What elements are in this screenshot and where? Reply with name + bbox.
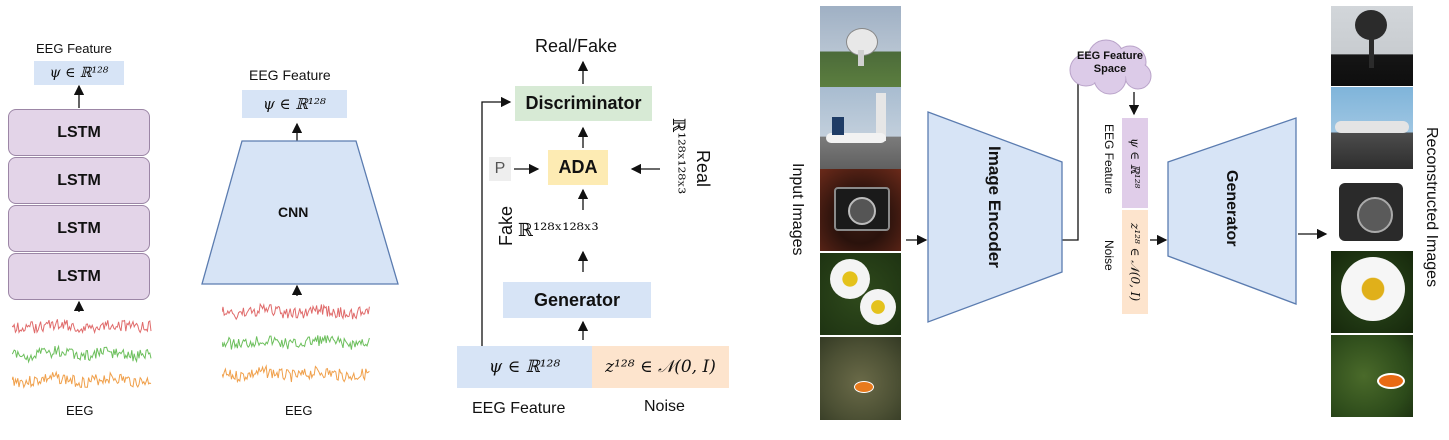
reconstructed-image-daisy: [1331, 251, 1413, 333]
gan-eeg-feature-label: EEG Feature: [472, 400, 566, 417]
cnn-eeg-feature-label: EEG Feature: [249, 67, 331, 83]
recon-feature-vector: ψ ∈ ℝ¹²⁸: [1122, 118, 1148, 208]
reconstructed-image-camera: [1331, 169, 1413, 251]
p-box: P: [489, 157, 511, 181]
input-image-telescope: [820, 6, 901, 88]
ada-box: ADA: [548, 150, 608, 185]
lstm-layer-4: LSTM: [8, 253, 150, 300]
lstm-layer-1: LSTM: [8, 109, 150, 156]
cnn-eeg-input-label: EEG: [285, 403, 313, 418]
real-space-formula: ℝ¹²⁸ˣ¹²⁸ˣ³: [668, 118, 688, 195]
eeg-feature-space-cloud: [1069, 39, 1152, 95]
cnn-eeg-signal: [222, 302, 370, 384]
recon-generator-shape: [1167, 117, 1297, 305]
gan-noise-vector: z¹²⁸ ∈ 𝒩(0, I): [592, 346, 729, 388]
real-label: Real: [693, 150, 713, 188]
lstm-layer-2: LSTM: [8, 157, 150, 204]
lstm-eeg-input-label: EEG: [66, 403, 94, 418]
cnn-label: CNN: [278, 204, 309, 220]
input-image-airplane: [820, 87, 901, 169]
cnn-encoder-shape: [201, 140, 399, 285]
recon-eeg-feature-label: EEG Feature: [1102, 124, 1116, 195]
recon-noise-vector: z¹²⁸ ∈ 𝒩(0, I): [1122, 210, 1148, 314]
discriminator-box: Discriminator: [515, 86, 652, 121]
reconstructed-images-label: Reconstructed Images: [1423, 127, 1440, 288]
input-image-daisy: [820, 253, 901, 335]
reconstructed-image-telescope: [1331, 6, 1413, 86]
gan-feature-vector: ψ ∈ ℝ¹²⁸: [457, 346, 592, 388]
lstm-layer-3: LSTM: [8, 205, 150, 252]
gan-noise-label: Noise: [644, 398, 685, 415]
real-fake-label: Real/Fake: [535, 36, 618, 56]
cnn-feature-vector: ψ ∈ ℝ¹²⁸: [242, 90, 347, 118]
lstm-eeg-feature-label: EEG Feature: [36, 41, 112, 56]
fake-space-formula: ℝ¹²⁸ˣ¹²⁸ˣ³: [518, 220, 599, 241]
input-images-label: Input Images: [789, 163, 806, 256]
lstm-feature-vector: ψ ∈ ℝ¹²⁸: [34, 61, 124, 85]
recon-generator-label: Generator: [1223, 170, 1240, 247]
lstm-eeg-signal: [12, 318, 152, 389]
input-image-clownfish: [820, 337, 901, 420]
image-encoder-shape: [927, 111, 1063, 323]
image-encoder-label: Image Encoder: [985, 146, 1004, 268]
reconstructed-image-clownfish: [1331, 335, 1413, 417]
recon-noise-label: Noise: [1102, 240, 1116, 271]
eeg-feature-space-label: EEG Feature Space: [1076, 50, 1144, 75]
input-image-camera: [820, 169, 901, 251]
reconstructed-image-airplane: [1331, 87, 1413, 169]
gan-generator-box: Generator: [503, 282, 651, 318]
fake-label: Fake: [496, 206, 516, 247]
